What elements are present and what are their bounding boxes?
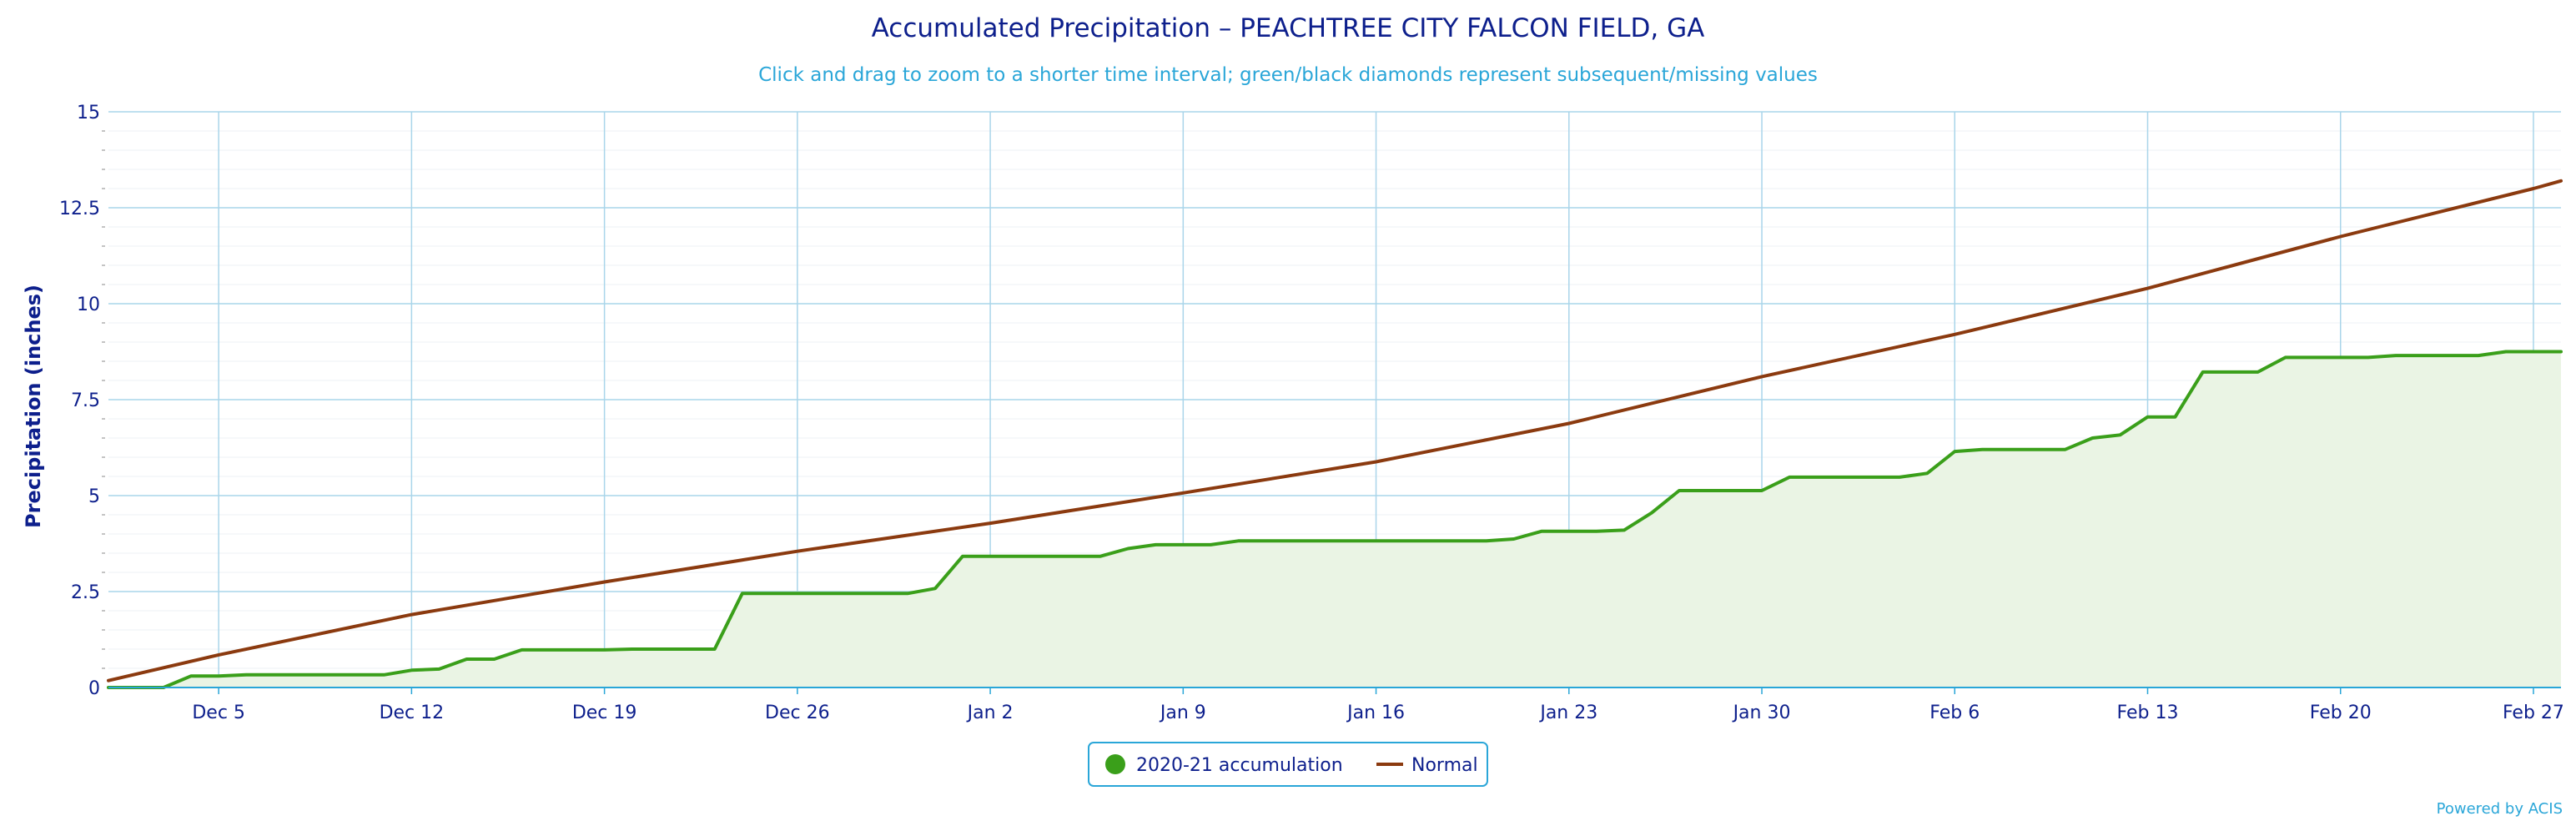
x-tick-label: Feb 20	[2310, 703, 2372, 723]
x-tick-label: Feb 13	[2117, 703, 2179, 723]
x-tick-label: Dec 5	[192, 703, 245, 723]
chart-subtitle: Click and drag to zoom to a shorter time…	[758, 64, 1818, 86]
series-layer	[107, 179, 2563, 689]
x-tick-label: Jan 16	[1346, 703, 1405, 723]
x-tick-label: Feb 27	[2503, 703, 2564, 723]
legend-label-normal: Normal	[1411, 755, 1478, 776]
y-tick-label: 12.5	[59, 199, 100, 219]
legend-item-normal[interactable]: Normal	[1376, 755, 1478, 776]
series-line-accumulation[interactable]	[107, 350, 2563, 689]
major-gridlines	[108, 111, 2561, 688]
y-tick-label: 5	[88, 486, 100, 507]
legend-item-accumulation[interactable]: 2020-21 accumulation	[1105, 754, 1343, 776]
legend-label-accumulation: 2020-21 accumulation	[1136, 755, 1343, 776]
x-tick-label: Dec 26	[765, 703, 830, 723]
x-tick-label: Jan 30	[1732, 703, 1791, 723]
series-area-accumulation	[108, 351, 2561, 688]
x-tick-label: Jan 9	[1159, 703, 1206, 723]
y-tick-label: 0	[88, 678, 100, 699]
y-axis-ticks: 0 2.5 5 7.5 10 12.5 15	[59, 103, 100, 699]
y-tick-label: 7.5	[71, 390, 100, 411]
y-tick-label: 15	[77, 103, 100, 123]
x-tick-label: Dec 12	[380, 703, 445, 723]
legend: 2020-21 accumulation Normal	[1088, 742, 1488, 787]
plot-area[interactable]	[102, 111, 2563, 689]
y-axis-label: Precipitation (inches)	[22, 285, 45, 528]
series-line-normal[interactable]	[107, 179, 2563, 682]
x-tick-label: Feb 6	[1929, 703, 1980, 723]
x-axis-ticks: Dec 5 Dec 12 Dec 19 Dec 26 Jan 2 Jan 9 Jan 16 J…	[192, 688, 2564, 723]
chart-title: Accumulated Precipitation – PEACHTREE CI…	[872, 13, 1705, 43]
legend-marker-accumulation	[1105, 754, 1125, 774]
x-tick-label: Jan 2	[966, 703, 1014, 723]
x-tick-label: Dec 19	[572, 703, 637, 723]
y-tick-label: 2.5	[71, 582, 100, 603]
credit-text[interactable]: Powered by ACIS	[2437, 800, 2563, 818]
y-tick-label: 10	[77, 295, 100, 315]
legend-box	[1088, 742, 1488, 787]
x-tick-label: Jan 23	[1538, 703, 1597, 723]
